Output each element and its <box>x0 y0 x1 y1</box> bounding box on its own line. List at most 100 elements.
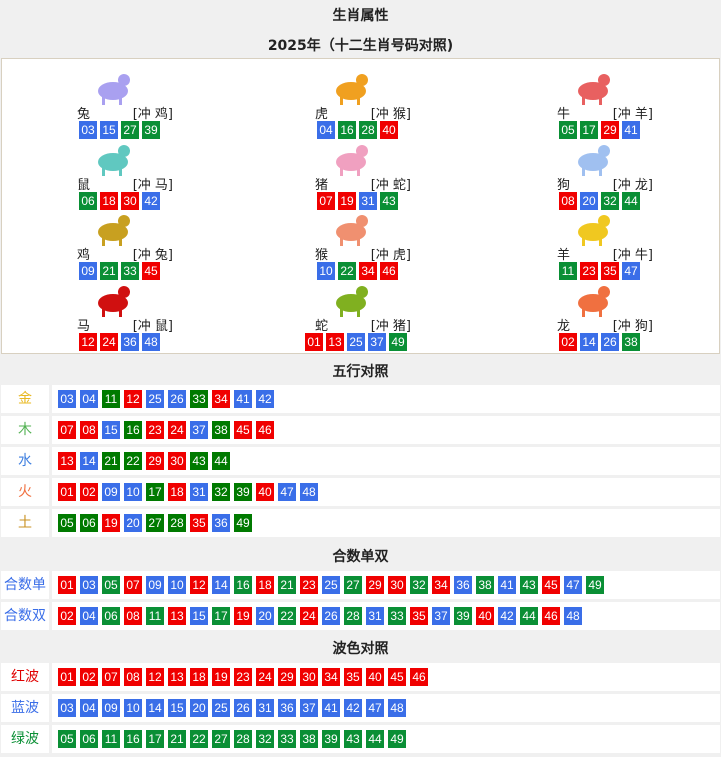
number-ball: 13 <box>326 333 344 351</box>
number-ball: 43 <box>344 730 362 748</box>
number-ball: 09 <box>146 576 164 594</box>
number-ball: 46 <box>380 262 398 280</box>
wuxing-row: 木 07 08 15 16 23 24 37 38 45 46 <box>1 416 720 444</box>
number-ball: 26 <box>322 607 340 625</box>
bose-label: 绿波 <box>1 725 49 753</box>
tiger-icon <box>331 67 371 107</box>
number-ball: 13 <box>168 607 186 625</box>
number-ball: 34 <box>432 576 450 594</box>
number-ball: 48 <box>142 333 160 351</box>
goat-icon <box>573 208 613 248</box>
number-ball: 27 <box>212 730 230 748</box>
number-ball: 02 <box>80 483 98 501</box>
wuxing-numbers: 13 14 21 22 29 30 43 44 <box>52 447 720 475</box>
number-ball: 28 <box>168 514 186 532</box>
number-ball: 32 <box>256 730 274 748</box>
wuxing-row: 火 01 02 09 10 17 18 31 32 39 40 47 48 <box>1 478 720 506</box>
number-ball: 36 <box>212 514 230 532</box>
number-ball: 11 <box>146 607 164 625</box>
dog-icon <box>573 138 613 178</box>
zodiac-numbers: 07 19 31 43 <box>317 192 398 210</box>
number-ball: 31 <box>366 607 384 625</box>
number-ball: 09 <box>102 699 120 717</box>
number-ball: 45 <box>142 262 160 280</box>
number-ball: 02 <box>58 607 76 625</box>
zodiac-name: 鼠 <box>77 178 91 193</box>
number-ball: 10 <box>124 483 142 501</box>
number-ball: 45 <box>388 668 406 686</box>
zodiac-cell: 马 [冲 鼠] 12 24 36 48 <box>77 279 173 351</box>
number-ball: 05 <box>102 576 120 594</box>
number-ball: 16 <box>124 421 142 439</box>
number-ball: 16 <box>124 730 142 748</box>
number-ball: 41 <box>498 576 516 594</box>
number-ball: 06 <box>80 730 98 748</box>
zodiac-cell: 虎 [冲 猴] 04 16 28 40 <box>315 67 411 139</box>
number-ball: 45 <box>542 576 560 594</box>
bose-numbers: 05 06 11 16 17 21 22 27 28 32 33 38 39 43 44 49 <box>52 725 720 753</box>
rooster-icon <box>93 208 133 248</box>
number-ball: 36 <box>454 576 472 594</box>
number-ball: 11 <box>102 730 120 748</box>
wuxing-numbers: 05 06 19 20 27 28 35 36 49 <box>52 509 720 537</box>
zodiac-numbers: 09 21 33 45 <box>79 262 160 280</box>
number-ball: 42 <box>344 699 362 717</box>
number-ball: 12 <box>124 390 142 408</box>
zodiac-name: 虎 <box>315 107 329 122</box>
number-ball: 14 <box>80 452 98 470</box>
number-ball: 02 <box>80 668 98 686</box>
wuxing-row: 金 03 04 11 12 25 26 33 34 41 42 <box>1 385 720 413</box>
zodiac-subtitle: 2025年（十二生肖号码对照) <box>267 38 454 54</box>
zodiac-clash: [冲 兔] <box>132 248 173 263</box>
number-ball: 10 <box>168 576 186 594</box>
number-ball: 31 <box>256 699 274 717</box>
zodiac-name: 狗 <box>557 178 571 193</box>
number-ball: 19 <box>102 514 120 532</box>
wuxing-label: 土 <box>1 509 49 537</box>
rabbit-icon <box>93 67 133 107</box>
zodiac-name: 羊 <box>557 248 571 263</box>
number-ball: 08 <box>124 668 142 686</box>
number-ball: 43 <box>380 192 398 210</box>
zodiac-numbers: 11 23 35 47 <box>559 262 640 280</box>
number-ball: 15 <box>102 421 120 439</box>
number-ball: 21 <box>100 262 118 280</box>
number-ball: 22 <box>124 452 142 470</box>
zodiac-numbers: 01 13 25 37 49 <box>305 333 407 351</box>
number-ball: 47 <box>622 262 640 280</box>
wuxing-numbers: 03 04 11 12 25 26 33 34 41 42 <box>52 385 720 413</box>
number-ball: 25 <box>146 390 164 408</box>
pig-icon <box>331 138 371 178</box>
heshu-numbers: 01 03 05 07 09 10 12 14 16 18 21 23 25 27 29 30 32 34 36 38… <box>52 571 720 599</box>
number-ball: 08 <box>124 607 142 625</box>
zodiac-clash: [冲 马] <box>132 178 173 193</box>
page-title: 生肖属性 <box>332 8 389 24</box>
number-ball: 12 <box>190 576 208 594</box>
number-ball: 29 <box>146 452 164 470</box>
number-ball: 05 <box>559 121 577 139</box>
bose-row: 红波 01 02 07 08 12 13 18 19 23 24 29 30 34 35 40 45 46 <box>1 663 720 691</box>
heshu-title: 合数单双 <box>332 549 389 565</box>
zodiac-cell: 牛 [冲 羊] 05 17 29 41 <box>557 67 653 139</box>
zodiac-cell: 鸡 [冲 兔] 09 21 33 45 <box>77 208 173 280</box>
number-ball: 14 <box>212 576 230 594</box>
number-ball: 16 <box>338 121 356 139</box>
zodiac-cell: 龙 [冲 狗] 02 14 26 38 <box>557 279 653 351</box>
number-ball: 31 <box>359 192 377 210</box>
number-ball: 11 <box>559 262 577 280</box>
number-ball: 24 <box>300 607 318 625</box>
number-ball: 49 <box>388 730 406 748</box>
number-ball: 26 <box>601 333 619 351</box>
number-ball: 32 <box>212 483 230 501</box>
zodiac-grid: 兔 [冲 鸡] 03 15 27 39 虎 [冲 猴] 04 16 28 40 牛 [冲 羊] 05 17 29… <box>1 58 720 354</box>
number-ball: 12 <box>79 333 97 351</box>
zodiac-numbers: 06 18 30 42 <box>79 192 160 210</box>
number-ball: 44 <box>520 607 538 625</box>
number-ball: 07 <box>102 668 120 686</box>
number-ball: 30 <box>388 576 406 594</box>
number-ball: 22 <box>278 607 296 625</box>
number-ball: 22 <box>190 730 208 748</box>
number-ball: 37 <box>432 607 450 625</box>
zodiac-name: 兔 <box>77 107 91 122</box>
number-ball: 43 <box>190 452 208 470</box>
